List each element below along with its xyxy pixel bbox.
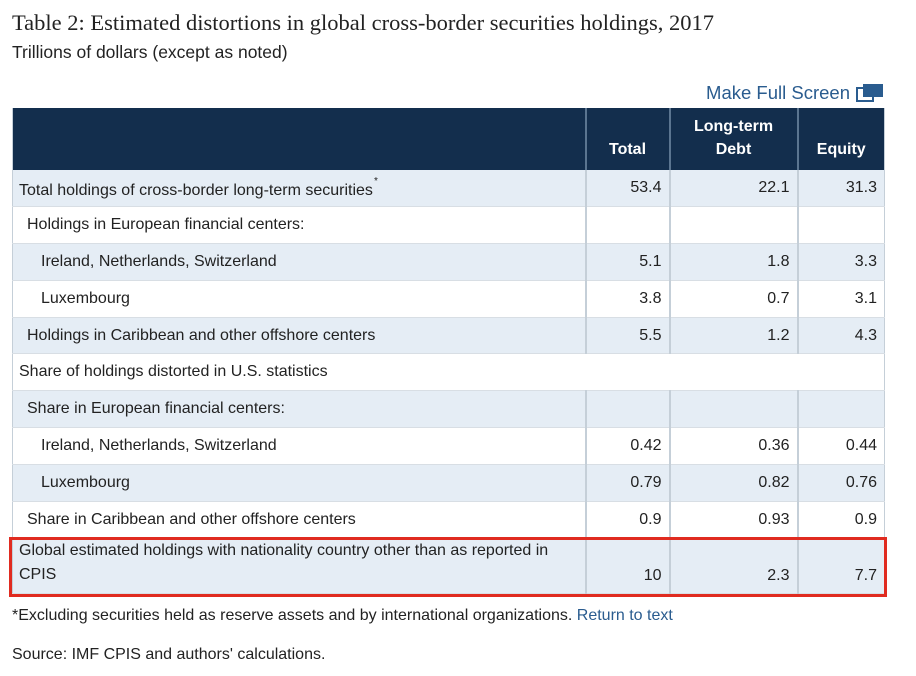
header-label (12, 108, 587, 170)
row-label: Ireland, Netherlands, Switzerland (12, 243, 587, 281)
cell-equity: 31.3 (797, 170, 885, 208)
distortions-table: Total Long-term Debt Equity Total holdin… (12, 108, 885, 595)
table-row: Luxembourg 3.8 0.7 3.1 (12, 280, 885, 318)
make-full-screen-label: Make Full Screen (706, 82, 850, 103)
row-label: Luxembourg (12, 464, 587, 502)
table-row: Ireland, Netherlands, Switzerland 5.1 1.… (12, 243, 885, 281)
footnote-text: *Excluding securities held as reserve as… (12, 607, 573, 624)
cell-total (585, 390, 671, 429)
row-label: Ireland, Netherlands, Switzerland (12, 427, 587, 465)
cell-long-term-debt: 0.93 (669, 501, 799, 539)
row-label: Global estimated holdings with nationali… (12, 537, 587, 595)
table-row: Share in European financial centers: (12, 390, 885, 429)
cell-equity: 0.44 (797, 427, 885, 465)
cell-total: 5.5 (585, 317, 671, 355)
cell-equity: 0.76 (797, 464, 885, 502)
cell-equity (797, 206, 885, 245)
table-row-section: Share of holdings distorted in U.S. stat… (12, 353, 885, 392)
header-long-term-debt: Long-term Debt (669, 108, 799, 170)
cell-total: 10 (585, 537, 671, 595)
header-row: Total Long-term Debt Equity (12, 108, 885, 170)
cell-total: 5.1 (585, 243, 671, 281)
cell-long-term-debt (669, 206, 799, 245)
make-full-screen-link[interactable]: Make Full Screen (706, 82, 884, 104)
row-label: Total holdings of cross-border long-term… (12, 170, 587, 208)
row-label: Share in Caribbean and other offshore ce… (12, 501, 587, 539)
cell-total: 53.4 (585, 170, 671, 208)
cell-equity: 3.1 (797, 280, 885, 318)
table-row: Total holdings of cross-border long-term… (12, 170, 885, 208)
footnote: *Excluding securities held as reserve as… (12, 607, 673, 625)
cell-equity: 4.3 (797, 317, 885, 355)
table-subtitle: Trillions of dollars (except as noted) (12, 42, 288, 62)
header-ltd-line2: Debt (715, 141, 752, 158)
table-row: Holdings in European financial centers: (12, 206, 885, 245)
table-row-highlighted: Global estimated holdings with nationali… (12, 537, 885, 595)
table-row: Holdings in Caribbean and other offshore… (12, 317, 885, 355)
cell-long-term-debt: 0.82 (669, 464, 799, 502)
cell-total (585, 206, 671, 245)
data-table-container: Total Long-term Debt Equity Total holdin… (12, 108, 885, 595)
cell-long-term-debt: 22.1 (669, 170, 799, 208)
cell-total: 0.79 (585, 464, 671, 502)
return-to-text-link[interactable]: Return to text (576, 607, 673, 624)
row-label: Holdings in Caribbean and other offshore… (12, 317, 587, 355)
cell-total: 3.8 (585, 280, 671, 318)
cell-long-term-debt: 1.8 (669, 243, 799, 281)
cell-total: 0.9 (585, 501, 671, 539)
footnote-marker: * (373, 176, 378, 188)
table-row: Luxembourg 0.79 0.82 0.76 (12, 464, 885, 502)
row-label: Share of holdings distorted in U.S. stat… (12, 353, 885, 392)
table-row: Share in Caribbean and other offshore ce… (12, 501, 885, 539)
expand-screen-icon (856, 83, 884, 103)
cell-equity: 3.3 (797, 243, 885, 281)
header-total: Total (585, 108, 671, 170)
cell-long-term-debt: 1.2 (669, 317, 799, 355)
cell-long-term-debt: 2.3 (669, 537, 799, 595)
cell-total: 0.42 (585, 427, 671, 465)
cell-long-term-debt (669, 390, 799, 429)
source-note: Source: IMF CPIS and authors' calculatio… (12, 646, 326, 663)
cell-equity (797, 390, 885, 429)
header-ltd-line1: Long-term (693, 118, 774, 135)
cell-long-term-debt: 0.36 (669, 427, 799, 465)
cell-equity: 0.9 (797, 501, 885, 539)
row-label: Luxembourg (12, 280, 587, 318)
cell-equity: 7.7 (797, 537, 885, 595)
cell-long-term-debt: 0.7 (669, 280, 799, 318)
row-label: Holdings in European financial centers: (12, 206, 587, 245)
table-row: Ireland, Netherlands, Switzerland 0.42 0… (12, 427, 885, 465)
header-equity: Equity (797, 108, 885, 170)
row-label: Share in European financial centers: (12, 390, 587, 429)
table-title: Table 2: Estimated distortions in global… (12, 10, 715, 35)
